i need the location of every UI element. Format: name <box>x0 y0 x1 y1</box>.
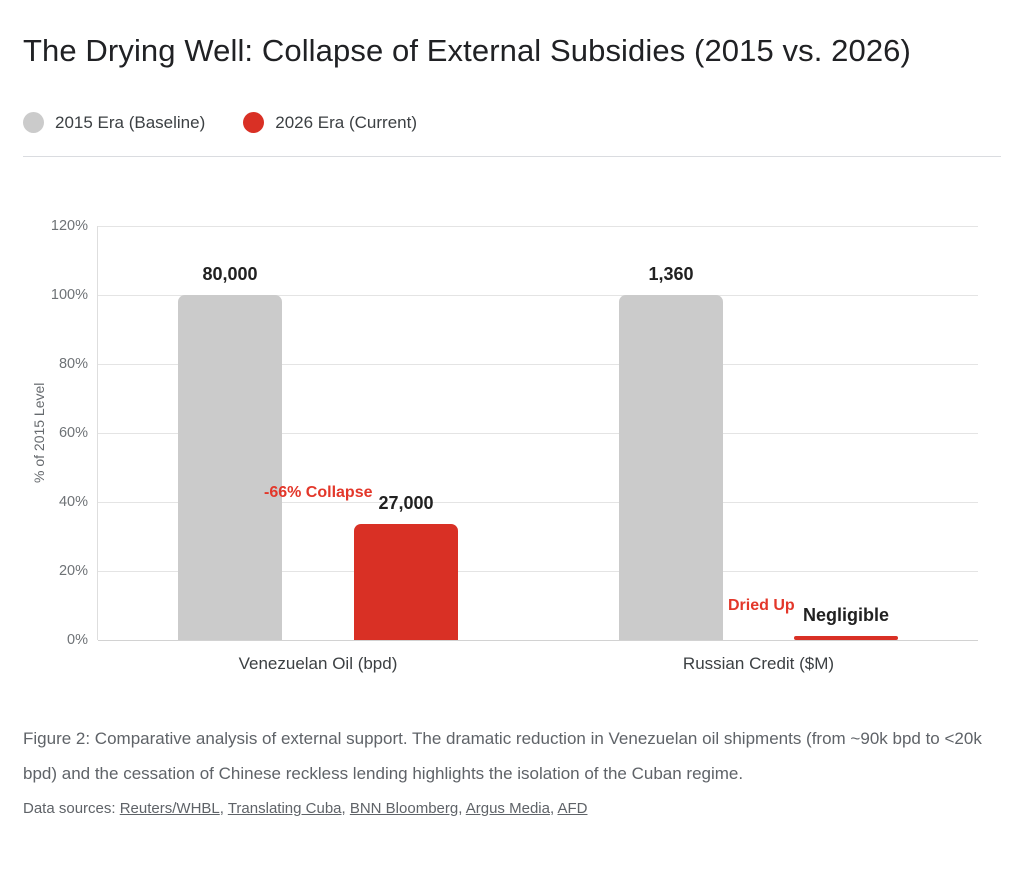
y-tick-80: 80% <box>58 356 88 372</box>
annotation-dried-up: Dried Up <box>728 597 795 614</box>
gridline-80 <box>98 364 978 365</box>
bar-chart: % of 2015 Level 0% 20% 40% 60% 80% 100% 120% 80… <box>23 157 1001 677</box>
y-tick-100: 100% <box>50 287 88 303</box>
legend-item-2015: 2015 Era (Baseline) <box>23 112 205 133</box>
source-link-reuters-whbl[interactable]: Reuters/WHBL <box>119 800 220 817</box>
value-label-2015-era-baseline-venezuelan-oil-bpd: 80,000 <box>202 264 258 284</box>
source-link-argus-media[interactable]: Argus Media <box>465 800 550 817</box>
y-tick-60: 60% <box>58 425 88 441</box>
data-sources-prefix: Data sources: <box>23 800 120 817</box>
y-tick-120: 120% <box>50 218 88 234</box>
gridline-20 <box>98 571 978 572</box>
bar-2015-era-baseline-russian-credit-m <box>619 295 723 640</box>
gridline-40 <box>98 502 978 503</box>
value-label-2026-era-current-venezuelan-oil-bpd: 27,000 <box>378 493 434 513</box>
source-link-translating-cuba[interactable]: Translating Cuba <box>227 800 342 817</box>
y-tick-20: 20% <box>58 563 88 579</box>
bar-2015-era-baseline-venezuelan-oil-bpd <box>178 295 282 640</box>
category-label-venezuelan-oil-bpd: Venezuelan Oil (bpd) <box>238 654 398 673</box>
y-tick-0: 0% <box>67 632 88 648</box>
legend: 2015 Era (Baseline) 2026 Era (Current) <box>23 112 1001 133</box>
legend-swatch-2026-icon <box>243 112 265 133</box>
source-links: Reuters/WHBL, Translating Cuba, BNN Bloo… <box>119 800 588 817</box>
y-tick-40: 40% <box>58 494 88 510</box>
gridline-0 <box>98 640 978 641</box>
page-title: The Drying Well: Collapse of External Su… <box>23 33 911 68</box>
category-label-russian-credit-m: Russian Credit ($M) <box>682 654 835 673</box>
bar-2026-era-current-russian-credit-m <box>794 636 898 640</box>
legend-item-2026: 2026 Era (Current) <box>243 112 417 133</box>
plot-area: 0% 20% 40% 60% 80% 100% 120% 80,000 27,000 Venezu… <box>51 218 978 673</box>
value-label-2015-era-baseline-russian-credit-m: 1,360 <box>648 264 694 284</box>
source-link-afd[interactable]: AFD <box>557 800 588 817</box>
value-label-2026-era-current-russian-credit-m: Negligible <box>802 605 890 625</box>
legend-label-2026: 2026 Era (Current) <box>275 112 417 132</box>
legend-label-2015: 2015 Era (Baseline) <box>55 112 206 132</box>
annotation-66-collapse: -66% Collapse <box>264 484 373 501</box>
bar-2026-era-current-venezuelan-oil-bpd <box>354 524 458 640</box>
chart-page: The Drying Well: Collapse of External Su… <box>23 33 1001 817</box>
gridline-60 <box>98 433 978 434</box>
gridline-100 <box>98 295 978 296</box>
data-sources: Data sources: Reuters/WHBL, Translating … <box>23 800 1001 817</box>
divider <box>23 156 1001 157</box>
legend-swatch-2015-icon <box>23 112 44 133</box>
gridline-120 <box>98 226 978 227</box>
figure-caption: Figure 2: Comparative analysis of extern… <box>23 729 982 783</box>
source-link-bnn-bloomberg[interactable]: BNN Bloomberg <box>349 800 459 817</box>
